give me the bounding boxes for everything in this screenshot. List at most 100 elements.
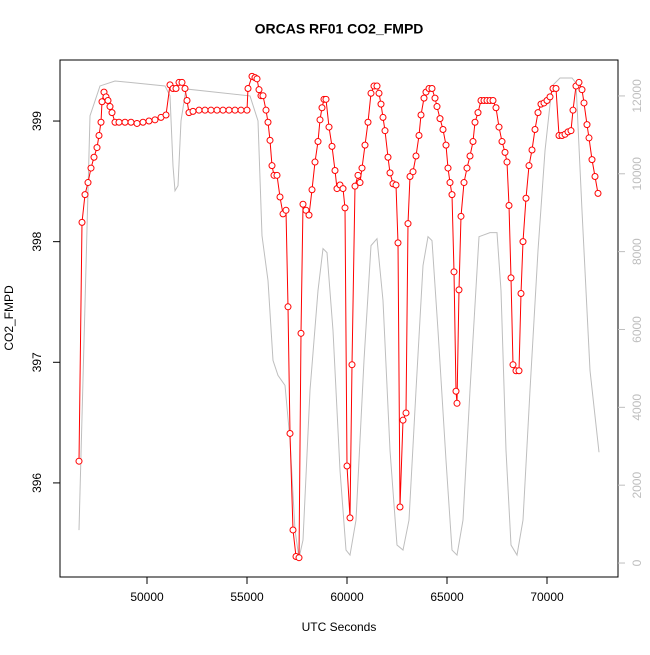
data-point [580,99,588,107]
series-line [78,77,600,559]
x-tick-label: 60000 [330,590,364,604]
x-tick-label: 70000 [530,590,564,604]
x-tick-label: 55000 [230,590,264,604]
data-point [417,111,425,119]
data-point [567,127,575,135]
data-point [591,173,599,181]
data-point [515,367,523,375]
data-point [276,193,284,201]
data-point [93,144,101,152]
data-point [594,189,602,197]
data-point [84,179,92,187]
y2-tick-label: 12000 [630,79,644,113]
data-point [286,429,294,437]
data-point [381,127,389,135]
data-point [546,93,554,101]
data-point [87,164,95,172]
data-point [151,116,159,124]
data-point [314,138,322,146]
data-point [201,106,209,114]
data-point [145,117,153,125]
y-axis-label: CO2_FMPD [2,285,16,351]
data-point [531,125,539,133]
data-point [181,84,189,92]
data-point [495,123,503,131]
data-point [348,361,356,369]
data-point [466,152,474,160]
data-point [243,106,251,114]
data-point [356,179,364,187]
data-point [162,111,170,119]
data-point [354,171,362,179]
data-point [399,416,407,424]
data-point [322,95,330,103]
data-point [474,109,482,117]
data-point [448,191,456,199]
y2-tick-label: 8000 [630,238,644,265]
data-point [522,194,530,202]
data-point [415,132,423,140]
data-point [295,554,303,562]
data-point [318,104,326,112]
chart-title: ORCAS RF01 CO2_FMPD [255,21,424,37]
data-point [339,185,347,193]
data-point [428,84,436,92]
data-point [525,162,533,170]
data-point [341,204,349,212]
data-point [384,153,392,161]
data-point [273,171,281,179]
y2-tick-label: 6000 [630,316,644,343]
data-point [386,169,394,177]
data-point [207,106,215,114]
y-tick-label: 396 [30,473,44,493]
data-point [346,514,354,522]
data-point [259,92,267,100]
data-point [442,141,450,149]
y2-tick-label: 2000 [630,472,644,499]
data-point [244,84,252,92]
data-point [328,142,336,150]
data-point [284,303,292,311]
data-point [583,121,591,129]
data-point [379,113,387,121]
data-point [255,86,263,94]
data-point [420,94,428,102]
data-point [264,118,272,126]
data-point [404,220,412,228]
data-point [297,329,305,337]
data-point [457,212,465,220]
data-point [225,106,233,114]
y-tick-label: 398 [30,231,44,251]
data-point [396,503,404,511]
data-point [183,97,191,105]
data-point [78,218,86,226]
data-point [81,191,89,199]
data-point [377,100,385,108]
data-point [452,387,460,395]
data-point [569,106,577,114]
data-point [517,290,525,298]
data-point [189,107,197,115]
data-point [268,162,276,170]
data-point [469,138,477,146]
data-point [528,146,536,154]
data-point [534,109,542,117]
data-point [308,186,316,194]
data-point [431,94,439,102]
data-point [455,286,463,294]
data-point [351,182,359,190]
data-point [471,118,479,126]
plot-frame [59,59,619,578]
data-point [503,158,511,166]
data-point [106,103,114,111]
data-point [139,118,147,126]
y2-tick-label: 0 [630,559,644,566]
data-point [361,141,369,149]
data-point [509,361,517,369]
data-point [325,123,333,131]
data-point [302,206,310,214]
data-point [121,118,129,126]
data-point [436,115,444,123]
y-tick-label: 399 [30,111,44,131]
